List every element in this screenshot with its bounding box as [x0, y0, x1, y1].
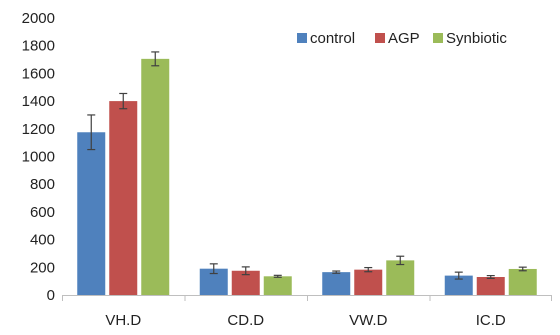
legend-label-control: control — [310, 30, 355, 47]
x-tick-label: CD.D — [227, 312, 264, 329]
bar-control-vwd — [322, 272, 351, 295]
x-tick-label: IC.D — [476, 312, 506, 329]
bar-agp-icd — [476, 276, 505, 295]
plot-area — [77, 51, 537, 295]
y-tick-label: 1200 — [22, 121, 55, 138]
y-tick-label: 1600 — [22, 65, 55, 82]
bar-agp-vwd — [354, 269, 383, 295]
y-tick-label: 2000 — [22, 10, 55, 27]
legend-label-agp: AGP — [388, 30, 420, 47]
y-tick-label: 200 — [30, 259, 55, 276]
x-tick-label: VW.D — [349, 312, 388, 329]
y-tick-label: 800 — [30, 176, 55, 193]
bar-agp-vhd — [109, 101, 138, 295]
legend-label-synbiotic: Synbiotic — [446, 30, 507, 47]
y-tick-label: 1400 — [22, 93, 55, 110]
y-tick-label: 1000 — [22, 149, 55, 166]
y-tick-label: 400 — [30, 232, 55, 249]
x-tick-label: VH.D — [105, 312, 141, 329]
legend-swatch-agp — [375, 33, 385, 43]
legend-swatch-synbiotic — [433, 33, 443, 43]
y-axis: 0 200 400 600 800 1000 1200 1400 1600 1800 2000 — [22, 10, 55, 304]
legend-swatch-control — [297, 33, 307, 43]
x-axis: VH.D CD.D VW.D IC.D — [62, 295, 552, 329]
y-tick-label: 600 — [30, 204, 55, 221]
bar-control-vhd — [77, 132, 106, 295]
bar-synbiotic-icd — [508, 268, 537, 295]
y-tick-label: 1800 — [22, 38, 55, 55]
bar-synbiotic-cdd — [263, 276, 292, 295]
bar-synbiotic-vwd — [386, 260, 415, 295]
y-tick-label: 0 — [47, 287, 55, 304]
legend: control AGP Synbiotic — [297, 30, 507, 47]
bar-control-icd — [444, 275, 473, 295]
bar-synbiotic-vhd — [141, 58, 170, 295]
